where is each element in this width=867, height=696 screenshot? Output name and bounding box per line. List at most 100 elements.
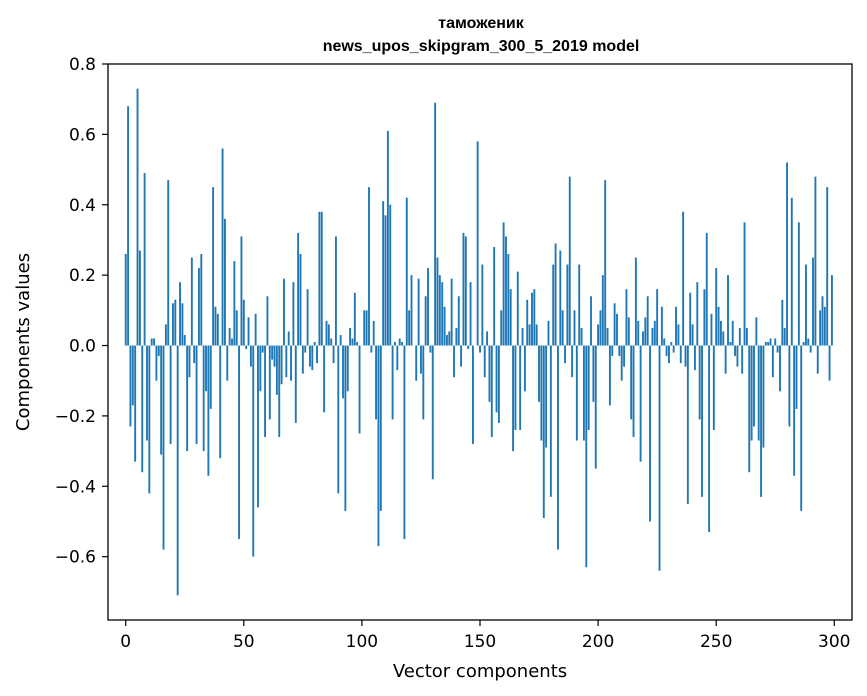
bar	[292, 282, 295, 346]
bar	[323, 345, 326, 413]
bar	[195, 345, 198, 445]
bar	[240, 236, 243, 346]
bar	[427, 268, 429, 346]
plot-frame	[107, 63, 853, 621]
bar	[172, 303, 174, 346]
bar	[594, 345, 597, 469]
bar	[301, 345, 304, 374]
bar	[467, 345, 470, 350]
bar	[580, 327, 583, 346]
bar	[812, 257, 814, 346]
bar	[261, 345, 264, 353]
bar	[677, 324, 680, 346]
bar	[410, 275, 413, 346]
bar-series	[124, 88, 833, 596]
bar	[644, 317, 647, 346]
bar	[719, 320, 722, 346]
bar	[415, 345, 418, 381]
y-axis-label: Components values	[13, 253, 34, 431]
y-tick-label: 0.2	[69, 266, 96, 286]
bar	[398, 338, 401, 346]
bar	[736, 345, 739, 367]
bar	[346, 345, 349, 392]
bar	[634, 257, 637, 346]
bar	[748, 345, 751, 473]
bar	[245, 345, 248, 350]
bar	[134, 345, 137, 462]
bar	[755, 317, 758, 346]
bar	[318, 211, 321, 346]
bar	[535, 324, 538, 346]
bar	[632, 345, 635, 438]
bar	[221, 148, 224, 346]
bar	[377, 345, 380, 547]
bar	[573, 310, 576, 346]
bar	[160, 345, 163, 455]
bar	[162, 345, 165, 550]
bar	[627, 317, 630, 346]
bar	[186, 345, 189, 452]
bar	[490, 345, 493, 438]
bar	[604, 180, 607, 346]
bar	[795, 345, 798, 409]
bar	[809, 345, 812, 353]
bar	[124, 254, 127, 346]
bar	[249, 345, 252, 367]
bar	[599, 310, 602, 346]
bar	[727, 275, 729, 346]
bar	[523, 345, 526, 392]
bar	[805, 264, 807, 346]
bar	[545, 345, 548, 448]
bar	[138, 250, 141, 346]
bar	[153, 338, 155, 346]
bar	[538, 345, 540, 402]
bar	[445, 334, 448, 346]
bar	[495, 345, 498, 413]
bar	[443, 306, 446, 346]
bar	[675, 306, 677, 346]
bar	[233, 261, 236, 346]
bar	[665, 345, 668, 357]
bar	[750, 345, 753, 441]
bar	[164, 324, 167, 346]
bar	[266, 296, 269, 346]
bar	[585, 345, 588, 568]
bar	[512, 345, 515, 452]
bar	[363, 310, 366, 346]
bar	[209, 345, 212, 409]
bar	[183, 334, 186, 346]
bar	[698, 345, 701, 420]
bar	[462, 232, 465, 346]
bar	[821, 296, 824, 346]
bar	[715, 268, 718, 346]
bar	[788, 345, 791, 427]
bar	[464, 236, 467, 346]
bar	[342, 345, 344, 399]
bar	[148, 345, 151, 494]
bar	[653, 320, 656, 346]
bar	[386, 130, 389, 346]
bar	[327, 324, 330, 346]
bar	[823, 306, 826, 346]
bar	[469, 282, 472, 346]
bar	[608, 345, 611, 406]
x-tick-label: 250	[700, 632, 732, 652]
bar	[212, 187, 215, 346]
bar	[146, 345, 148, 441]
bar	[278, 345, 281, 438]
bar	[611, 345, 614, 357]
bar	[242, 299, 245, 346]
bar	[384, 215, 387, 346]
bar	[526, 299, 529, 346]
bar	[686, 345, 689, 504]
bar	[516, 271, 519, 346]
bar	[731, 320, 734, 346]
bar	[334, 236, 337, 346]
bar	[717, 306, 720, 346]
bar	[819, 310, 822, 346]
bar	[188, 345, 191, 378]
bar	[299, 254, 302, 346]
bar	[181, 303, 184, 346]
bar	[500, 310, 503, 346]
bar	[575, 345, 578, 441]
